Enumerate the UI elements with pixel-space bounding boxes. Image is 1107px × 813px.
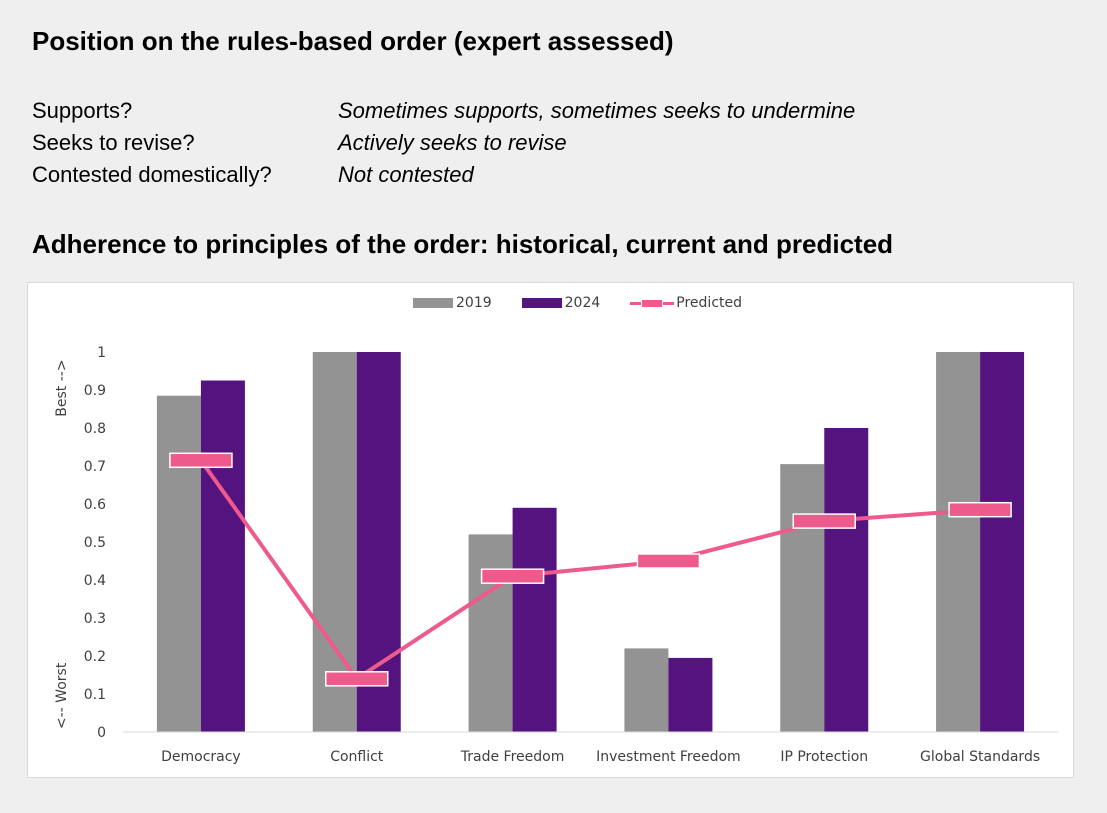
y-tick-label: 0.3 [84, 611, 106, 627]
y-tick-label: 0 [97, 725, 106, 741]
y-tick-label: 0.9 [84, 383, 106, 399]
page-title: Position on the rules-based order (exper… [32, 26, 674, 56]
bar-2024 [824, 428, 869, 732]
x-tick-label: Trade Freedom [460, 749, 565, 765]
legend-swatch [413, 298, 453, 308]
x-tick-label: Democracy [161, 749, 241, 765]
chart-legend: 2019 2024 Predicted [413, 295, 772, 311]
chart-container: 2019 2024 Predicted 0 0.1 0.2 0.3 0.4 0.5 0.6 0… [27, 282, 1074, 778]
row-question: Seeks to revise? [32, 130, 195, 155]
y-tick-label: 0.1 [84, 687, 106, 703]
legend-item-2024: 2024 [521, 295, 601, 311]
legend-label: Predicted [676, 295, 743, 311]
bar-2019 [936, 352, 981, 732]
legend-label: 2019 [456, 295, 492, 311]
y-tick-label: 0.2 [84, 649, 106, 665]
bar-2019 [156, 395, 201, 732]
predicted-marker [636, 553, 701, 569]
legend-swatch [630, 296, 675, 310]
bar-2019 [468, 534, 513, 732]
y-tick-label: 0.6 [84, 497, 106, 513]
y-tick-label: 0.8 [84, 421, 106, 437]
predicted-marker [948, 501, 1012, 518]
predicted-marker [325, 671, 389, 687]
legend-item-2019: 2019 [413, 295, 492, 311]
bar-2024 [512, 507, 557, 732]
legend-item-predicted: Predicted [630, 295, 742, 311]
predicted-marker [792, 513, 856, 529]
row-answer: Actively seeks to revise [338, 130, 567, 155]
y-tick-label: 0.7 [84, 459, 106, 475]
y-axis-label-worst: <-- Worst [54, 662, 70, 729]
y-tick-label: 0.4 [84, 573, 106, 589]
bar-2024 [668, 657, 713, 732]
row-answer: Sometimes supports, sometimes seeks to u… [338, 98, 856, 123]
bar-2024 [980, 352, 1025, 732]
legend-label: 2024 [564, 295, 601, 311]
x-tick-label: IP Protection [780, 749, 868, 765]
x-tick-label: Conflict [330, 749, 384, 765]
predicted-marker [169, 452, 233, 469]
predicted-marker [480, 568, 545, 584]
legend-swatch [521, 298, 562, 308]
row-question: Contested domestically? [32, 162, 272, 187]
bar-2019 [780, 464, 825, 732]
bar-2024 [200, 380, 245, 732]
y-tick-label: 0.5 [84, 535, 106, 551]
row-question: Supports? [32, 98, 133, 123]
x-tick-label: Global Standards [920, 749, 1040, 765]
y-tick-label: 1 [97, 345, 106, 361]
x-tick-label: Investment Freedom [596, 749, 741, 765]
chart-title: Adherence to principles of the order: hi… [32, 229, 894, 259]
bar-2019 [624, 648, 669, 732]
y-axis-label-best: Best --> [54, 359, 70, 416]
row-answer: Not contested [338, 162, 474, 187]
bar-2024 [356, 352, 401, 732]
chart-plot: 0 0.1 0.2 0.3 0.4 0.5 0.6 0.7 0.8 0.9 1 Best --> <--… [54, 345, 1058, 765]
